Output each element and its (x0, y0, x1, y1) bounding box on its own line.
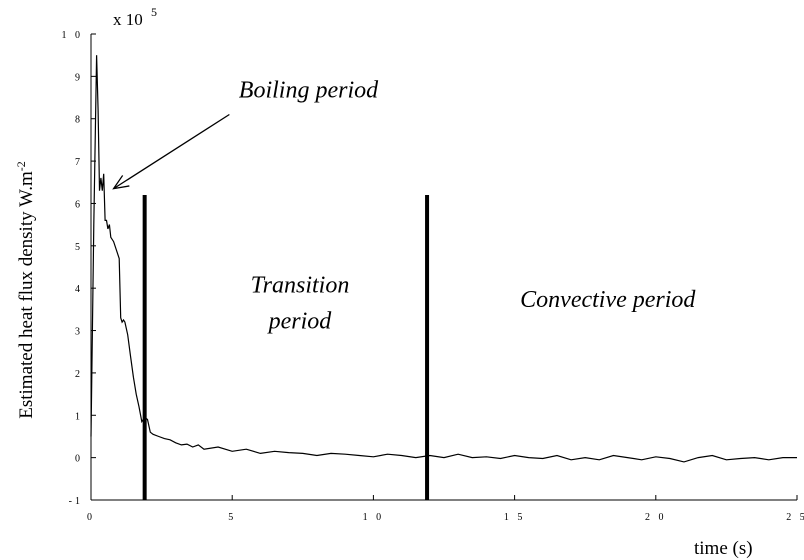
y-tick-label: 8 (75, 115, 83, 126)
y-tick-label: 1 (75, 411, 83, 422)
annotation-label: Boiling period (239, 78, 379, 104)
y-tick-label: 5 (75, 242, 83, 253)
x-axis-title: time (s) (694, 538, 753, 559)
x-tick-label: 1 0 (363, 512, 385, 523)
y-tick-label: 1 0 (62, 30, 84, 41)
y-axis-title-text: Estimated heat flux density W.m (16, 171, 37, 419)
x-tick-label: 2 0 (645, 512, 667, 523)
y-tick-label: -1 (69, 496, 83, 507)
plot-area (90, 55, 797, 463)
annotation-arrow-shaft (113, 113, 230, 190)
x-tick-label: 0 (87, 512, 95, 523)
y-tick-label: 0 (75, 454, 83, 465)
annotation-label: period (267, 308, 333, 334)
y-tick-label: 7 (75, 157, 83, 168)
annotation-label: Transition (251, 272, 350, 298)
y-axis-title-superscript: -2 (14, 161, 28, 171)
y-scale-label: x 10 (113, 10, 143, 29)
x-tick-label: 1 5 (504, 512, 526, 523)
annotation-label: Convective period (520, 287, 696, 313)
y-tick-label: 3 (75, 327, 83, 338)
y-scale-factor: x 10 5 (113, 5, 157, 29)
x-tick-label: 5 (228, 512, 236, 523)
vertical-markers (142, 194, 430, 500)
y-tick-label: 2 (75, 369, 83, 380)
annotation-arrow-head (112, 175, 130, 190)
y-axis-title: Estimated heat flux density W.m-2 (14, 161, 37, 419)
annotations: Boiling period Transition period Convective… (112, 78, 696, 334)
axes (90, 34, 797, 501)
y-axis-title-group: Estimated heat flux density W.m-2 (14, 161, 37, 419)
y-tick-label: 9 (75, 72, 83, 83)
y-scale-exponent: 5 (151, 5, 157, 19)
x-tick-label: 2 5 (786, 512, 804, 523)
heat-flux-series-line (90, 55, 797, 463)
y-tick-label: 6 (75, 199, 83, 210)
y-tick-label: 4 (75, 284, 83, 295)
